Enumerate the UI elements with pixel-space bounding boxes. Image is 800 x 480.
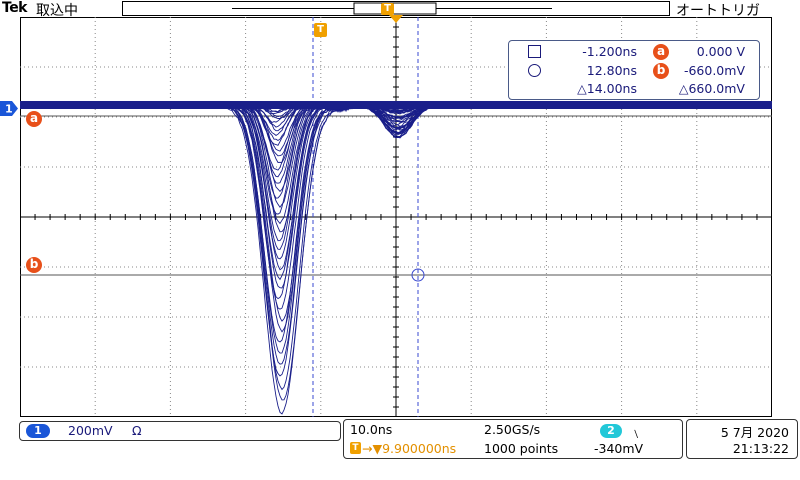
- brand-logo: Tek: [2, 0, 28, 16]
- time-per-div: 10.0ns: [350, 422, 393, 437]
- termination-icon: Ω: [132, 423, 142, 438]
- cursor-b-marker[interactable]: b: [26, 257, 42, 273]
- trigger-position-marker[interactable]: T: [314, 23, 327, 37]
- readout-a-icon: a: [653, 44, 669, 60]
- time: 21:13:22: [732, 441, 789, 456]
- acquisition-status: 取込中: [36, 3, 78, 19]
- sample-rate: 2.50GS/s: [484, 422, 541, 437]
- waveform-display[interactable]: [20, 17, 772, 417]
- cursor-a-marker[interactable]: a: [26, 111, 42, 127]
- readout-b-icon: b: [653, 63, 669, 79]
- trigger-slope-icon: ﹨: [630, 425, 643, 440]
- record-length: 1000 points: [484, 441, 559, 456]
- cursor-readout-panel: -1.200ns a 0.000 V 12.80ns b -660.0mV △1…: [508, 40, 760, 100]
- timebase-box[interactable]: 10.0ns 2.50GS/s T →▼9.900000ns 1000 poin…: [343, 419, 683, 459]
- cursor-a-time: -1.200ns: [582, 44, 637, 59]
- trigger-level: -340mV: [594, 441, 644, 456]
- channel-1-ground-marker[interactable]: 1: [0, 101, 18, 116]
- delta-time: △14.00ns: [577, 81, 637, 96]
- square-cursor-icon: [528, 45, 541, 58]
- top-status-bar: Tek 取込中 T オートトリガ: [0, 0, 800, 19]
- cursor-b-value: -660.0mV: [683, 63, 745, 78]
- baseline-band: [20, 101, 772, 109]
- trigger-arrow-icon: [389, 15, 403, 23]
- cursor-b-time: 12.80ns: [586, 63, 637, 78]
- circle-cursor-icon: [528, 64, 541, 77]
- svg-text:1: 1: [5, 103, 13, 116]
- record-trigger-marker: T: [381, 3, 394, 15]
- channel-1-badge[interactable]: 1: [26, 424, 50, 438]
- delta-value: △660.0mV: [678, 81, 745, 96]
- date: 5 7月 2020: [720, 425, 789, 440]
- channel-info-box[interactable]: 1 200mV Ω: [19, 421, 341, 441]
- channel-scale: 200mV: [68, 423, 113, 438]
- trigger-t-icon: T: [350, 442, 361, 454]
- cursor-a-value: 0.000 V: [696, 44, 745, 59]
- cursor-b-circle: [411, 268, 425, 282]
- trigger-source-badge[interactable]: 2: [600, 424, 622, 438]
- trigger-status: オートトリガ: [676, 3, 760, 19]
- datetime-box: 5 7月 2020 21:13:22: [686, 419, 798, 459]
- trigger-position: →▼9.900000ns: [362, 441, 457, 456]
